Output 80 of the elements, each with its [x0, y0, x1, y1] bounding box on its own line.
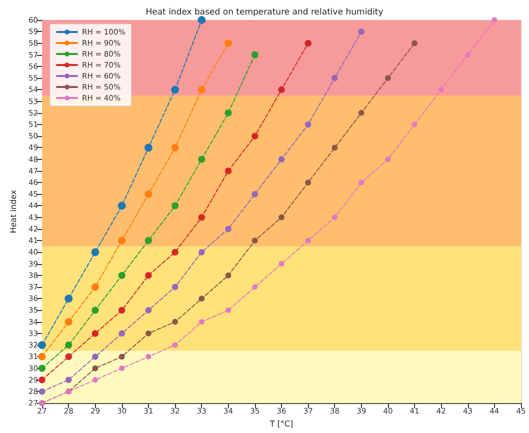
- point: [92, 306, 99, 314]
- point: [38, 341, 46, 349]
- point: [144, 190, 152, 198]
- point: [226, 307, 232, 313]
- point: [278, 261, 284, 267]
- point: [172, 318, 178, 325]
- point: [385, 156, 391, 162]
- point: [252, 284, 258, 290]
- point: [198, 86, 206, 94]
- point: [198, 249, 205, 256]
- x-axis-title: T [°C]: [268, 420, 294, 428]
- point: [465, 52, 471, 58]
- point: [145, 307, 152, 314]
- point: [146, 330, 152, 336]
- point: [412, 40, 418, 46]
- point: [305, 180, 312, 186]
- point: [172, 202, 179, 210]
- point: [252, 238, 258, 244]
- chart-title: Heat index based on temperature and relative humidity: [146, 8, 384, 18]
- point: [225, 226, 232, 232]
- point: [224, 109, 232, 116]
- point: [38, 388, 46, 395]
- point: [91, 248, 100, 256]
- point: [251, 51, 258, 58]
- point: [198, 214, 206, 221]
- point: [412, 122, 418, 128]
- point: [198, 16, 206, 24]
- point: [304, 121, 312, 128]
- point: [38, 364, 46, 372]
- point: [92, 354, 98, 360]
- point: [225, 272, 232, 278]
- point: [332, 144, 338, 151]
- point: [224, 39, 232, 47]
- point: [38, 376, 46, 384]
- y-axis-title: Heat index: [9, 190, 18, 234]
- point: [144, 144, 152, 152]
- point: [358, 28, 364, 35]
- point: [332, 74, 338, 82]
- point: [224, 168, 232, 174]
- point: [278, 214, 284, 220]
- point: [118, 306, 126, 314]
- point: [332, 214, 338, 220]
- point: [92, 330, 99, 337]
- point: [65, 376, 72, 384]
- point: [92, 365, 98, 372]
- point: [91, 283, 99, 291]
- point: [118, 354, 125, 360]
- point: [64, 318, 72, 326]
- point: [146, 354, 152, 360]
- point: [172, 342, 178, 348]
- point: [304, 40, 312, 47]
- point: [172, 248, 178, 256]
- point: [492, 17, 498, 23]
- point: [252, 132, 258, 140]
- point: [145, 272, 152, 279]
- point: [118, 272, 126, 279]
- point: [198, 296, 205, 302]
- point: [198, 319, 204, 325]
- point: [38, 352, 46, 360]
- point: [278, 156, 285, 162]
- point: [118, 236, 126, 244]
- point: [252, 190, 258, 198]
- point: [278, 86, 285, 94]
- point: [358, 110, 364, 116]
- point: [65, 342, 72, 349]
- point: [118, 202, 126, 210]
- point: [65, 353, 72, 360]
- point: [171, 144, 179, 152]
- point: [118, 330, 125, 337]
- point: [119, 366, 125, 372]
- point: [305, 238, 311, 244]
- point: [438, 86, 444, 92]
- point: [198, 156, 206, 163]
- point: [385, 75, 391, 81]
- point: [172, 284, 178, 290]
- point: [64, 294, 73, 303]
- point: [171, 86, 180, 94]
- point: [92, 377, 98, 383]
- point: [358, 180, 364, 186]
- point: [144, 237, 152, 244]
